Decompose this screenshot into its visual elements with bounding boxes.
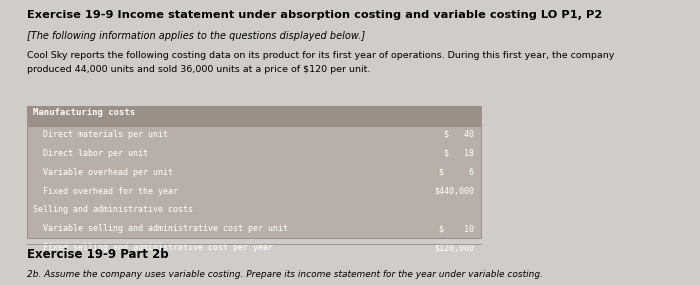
Text: Fixed selling and administrative cost per year: Fixed selling and administrative cost pe… [33, 243, 273, 252]
Text: Direct labor per unit: Direct labor per unit [33, 149, 148, 158]
Text: Variable overhead per unit: Variable overhead per unit [33, 168, 173, 177]
Text: Manufacturing costs: Manufacturing costs [33, 108, 135, 117]
Text: $120,000: $120,000 [435, 243, 475, 252]
Text: Exercise 19-9 Income statement under absorption costing and variable costing LO : Exercise 19-9 Income statement under abs… [27, 10, 602, 20]
Text: $   18: $ 18 [444, 149, 475, 158]
Text: $   40: $ 40 [444, 130, 475, 139]
Text: Cool Sky reports the following costing data on its product for its first year of: Cool Sky reports the following costing d… [27, 51, 614, 60]
Text: Fixed overhead for the year: Fixed overhead for the year [33, 186, 178, 196]
Text: $440,000: $440,000 [435, 186, 475, 196]
Text: [The following information applies to the questions displayed below.]: [The following information applies to th… [27, 31, 365, 41]
Text: Selling and administrative costs: Selling and administrative costs [33, 205, 193, 214]
Text: Direct materials per unit: Direct materials per unit [33, 130, 168, 139]
FancyBboxPatch shape [27, 106, 481, 127]
FancyBboxPatch shape [27, 106, 481, 239]
Text: Exercise 19-9 Part 2b: Exercise 19-9 Part 2b [27, 248, 168, 261]
Text: Variable selling and administrative cost per unit: Variable selling and administrative cost… [33, 224, 288, 233]
Text: produced 44,000 units and sold 36,000 units at a price of $120 per unit.: produced 44,000 units and sold 36,000 un… [27, 65, 370, 74]
Text: 2b. Assume the company uses variable costing. Prepare its income statement for t: 2b. Assume the company uses variable cos… [27, 270, 542, 279]
Text: $     6: $ 6 [440, 168, 475, 177]
Text: $    10: $ 10 [440, 224, 475, 233]
